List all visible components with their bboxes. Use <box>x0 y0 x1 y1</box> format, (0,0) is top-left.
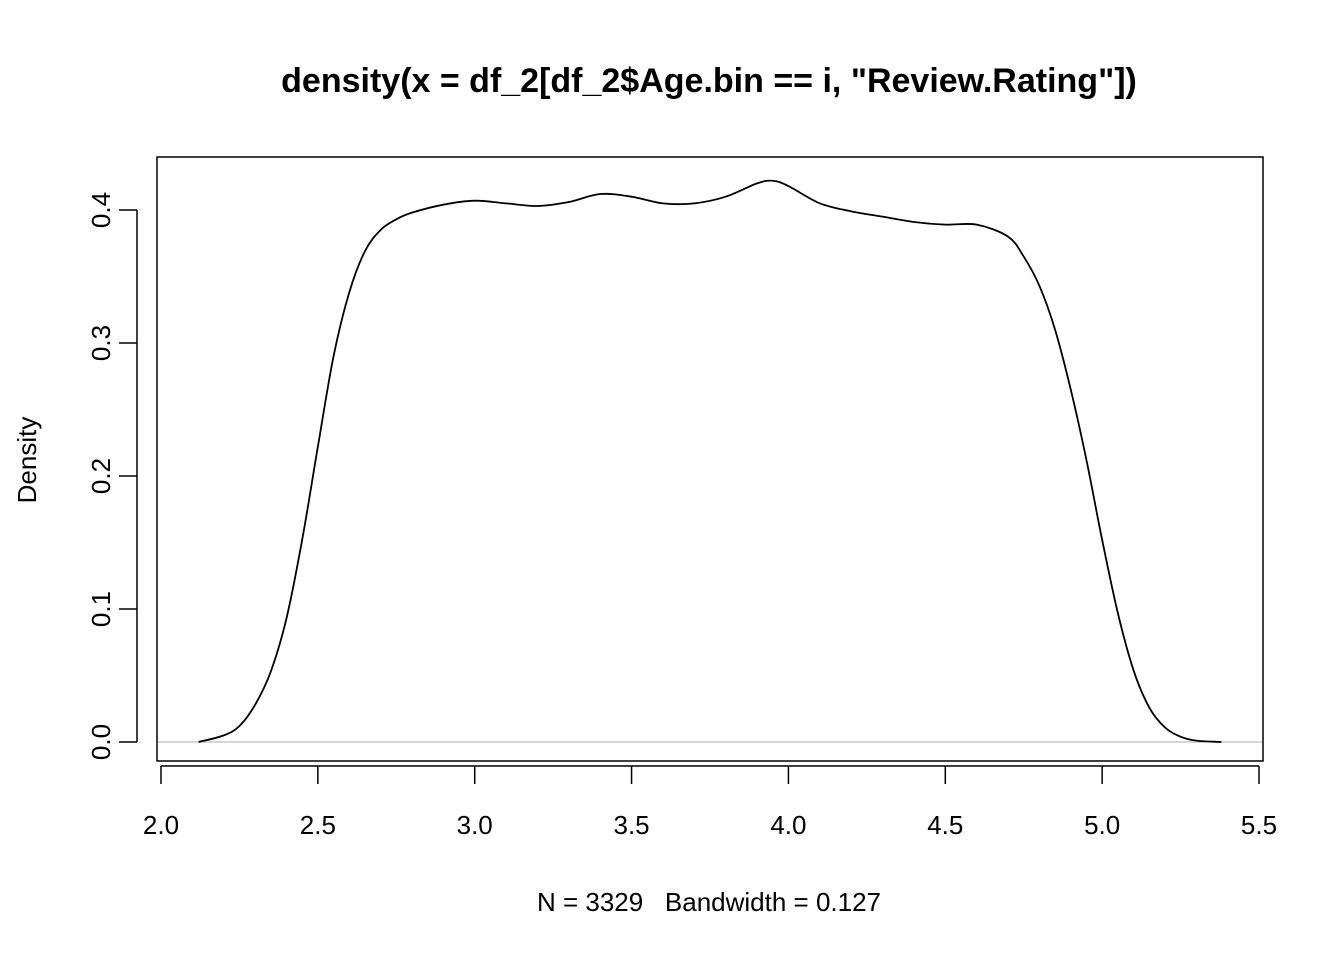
y-axis-label: Density <box>12 417 42 504</box>
plot-frame <box>156 156 1264 762</box>
x-tick-label: 3.0 <box>457 810 493 840</box>
chart-title: density(x = df_2[df_2$Age.bin == i, "Rev… <box>281 62 1137 100</box>
y-tick-label: 0.2 <box>86 458 116 494</box>
y-tick-label: 0.3 <box>86 325 116 361</box>
x-tick-label: 2.5 <box>300 810 336 840</box>
y-axis: 0.0 0.1 0.2 0.3 0.4 <box>86 192 138 760</box>
y-tick-label: 0.0 <box>86 724 116 760</box>
x-tick-label: 3.5 <box>613 810 649 840</box>
x-axis-label: N = 3329 Bandwidth = 0.127 <box>537 887 881 917</box>
density-curve-line <box>198 179 1222 743</box>
x-tick-label: 4.5 <box>927 810 963 840</box>
plot-area <box>158 179 1262 743</box>
x-tick-label: 4.0 <box>770 810 806 840</box>
y-tick-label: 0.1 <box>86 591 116 627</box>
x-tick-label: 5.0 <box>1084 810 1120 840</box>
x-tick-label: 2.0 <box>143 810 179 840</box>
x-axis: 2.0 2.5 3.0 3.5 4.0 4.5 5.0 5.5 <box>143 765 1277 840</box>
y-tick-label: 0.4 <box>86 192 116 228</box>
x-tick-label: 5.5 <box>1241 810 1277 840</box>
